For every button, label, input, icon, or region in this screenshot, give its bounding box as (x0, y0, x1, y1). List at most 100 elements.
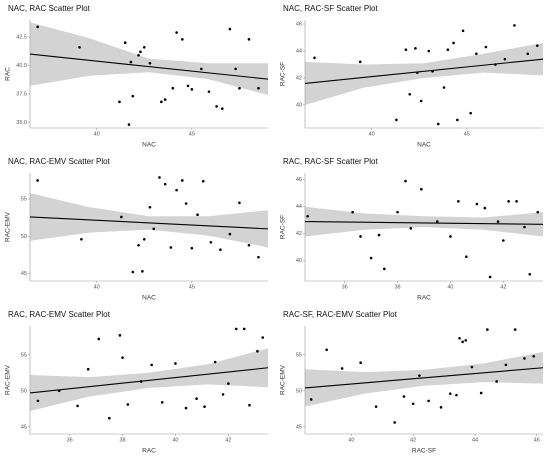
data-point (464, 339, 468, 342)
x-tick-label: 40 (348, 437, 354, 443)
data-point (494, 63, 497, 66)
data-point (495, 380, 498, 383)
data-point (238, 86, 241, 90)
data-point (502, 239, 505, 242)
data-point (395, 118, 398, 122)
trend-line (304, 367, 544, 389)
data-point (458, 336, 461, 340)
data-point (148, 61, 152, 65)
data-point (411, 402, 415, 406)
data-point (196, 213, 199, 217)
x-tick-label: 40 (369, 131, 375, 137)
data-point (452, 41, 455, 45)
data-point (461, 340, 464, 344)
y-tick-label: 55 (296, 352, 302, 358)
data-point (181, 179, 184, 182)
data-point (470, 365, 474, 369)
data-point (228, 27, 232, 31)
data-point (469, 111, 472, 115)
data-point (257, 86, 260, 90)
data-point (247, 243, 251, 247)
data-point (503, 57, 507, 61)
data-point (234, 327, 238, 331)
data-point (449, 235, 452, 238)
data-point (215, 105, 218, 108)
data-point (86, 367, 90, 371)
data-point (313, 56, 316, 60)
data-point (36, 25, 39, 29)
data-point (221, 393, 225, 396)
y-tick-label: 45 (21, 271, 27, 277)
data-point (507, 200, 510, 203)
data-point (435, 220, 439, 223)
confidence-band (305, 206, 543, 237)
data-point (377, 233, 381, 237)
data-point (359, 235, 362, 238)
y-tick-label: 40.0 (16, 63, 27, 69)
y-tick-label: 40 (296, 103, 302, 109)
data-point (160, 100, 163, 104)
panel-title: RAC-SF, RAC-EMV Scatter Plot (283, 310, 398, 319)
data-point (129, 60, 133, 64)
data-point (139, 380, 143, 383)
data-point (195, 397, 198, 401)
x-tick-label: 38 (119, 437, 125, 443)
data-point (80, 237, 83, 241)
x-tick-label: 42 (500, 284, 506, 290)
x-axis-label: RAC (142, 448, 156, 455)
data-point (36, 179, 39, 182)
data-point (171, 86, 175, 90)
data-point (158, 176, 161, 179)
y-tick-label: 44 (296, 204, 302, 210)
x-tick-label: 46 (534, 437, 540, 443)
data-point (148, 205, 152, 209)
data-point (131, 270, 135, 274)
data-point (515, 200, 518, 203)
data-point (123, 41, 127, 45)
data-point (419, 99, 423, 103)
panel-title: RAC, RAC-EMV Scatter Plot (8, 310, 111, 319)
trend-line (29, 367, 269, 394)
data-point (351, 210, 354, 214)
data-point (97, 337, 101, 341)
data-point (523, 225, 526, 229)
data-point (431, 70, 434, 73)
y-axis-label: RAC-EMV (5, 211, 12, 242)
data-point (369, 256, 373, 260)
trend-line (304, 58, 544, 84)
y-tick-label: 42 (296, 231, 302, 237)
x-axis-label: NAC (142, 142, 156, 149)
data-point (420, 187, 423, 191)
data-point (479, 391, 483, 395)
data-point (418, 374, 421, 377)
data-point (408, 92, 412, 96)
data-point (120, 215, 123, 219)
y-tick-label: 37.5 (16, 91, 27, 97)
data-point (427, 49, 431, 53)
data-point (152, 227, 156, 231)
data-point (526, 52, 530, 56)
data-point (257, 255, 260, 259)
x-tick-label: 40 (447, 284, 453, 290)
data-point (186, 84, 190, 88)
data-point (219, 248, 222, 252)
data-point (325, 348, 328, 352)
y-tick-label: 46 (296, 22, 302, 28)
data-point (118, 334, 122, 337)
data-point (496, 220, 500, 223)
data-point (78, 45, 81, 49)
data-point (175, 188, 178, 192)
y-tick-label: 50 (21, 234, 27, 240)
data-point (513, 328, 517, 331)
y-tick-label: 45 (296, 424, 302, 430)
data-point (238, 201, 241, 205)
x-axis-label: RAC (417, 295, 431, 302)
data-point (175, 31, 178, 34)
y-tick-label: 55 (21, 197, 27, 203)
data-point (141, 270, 144, 273)
y-tick-label: 40 (296, 258, 302, 264)
data-point (190, 88, 194, 91)
data-point (536, 210, 540, 214)
data-point (404, 179, 407, 183)
